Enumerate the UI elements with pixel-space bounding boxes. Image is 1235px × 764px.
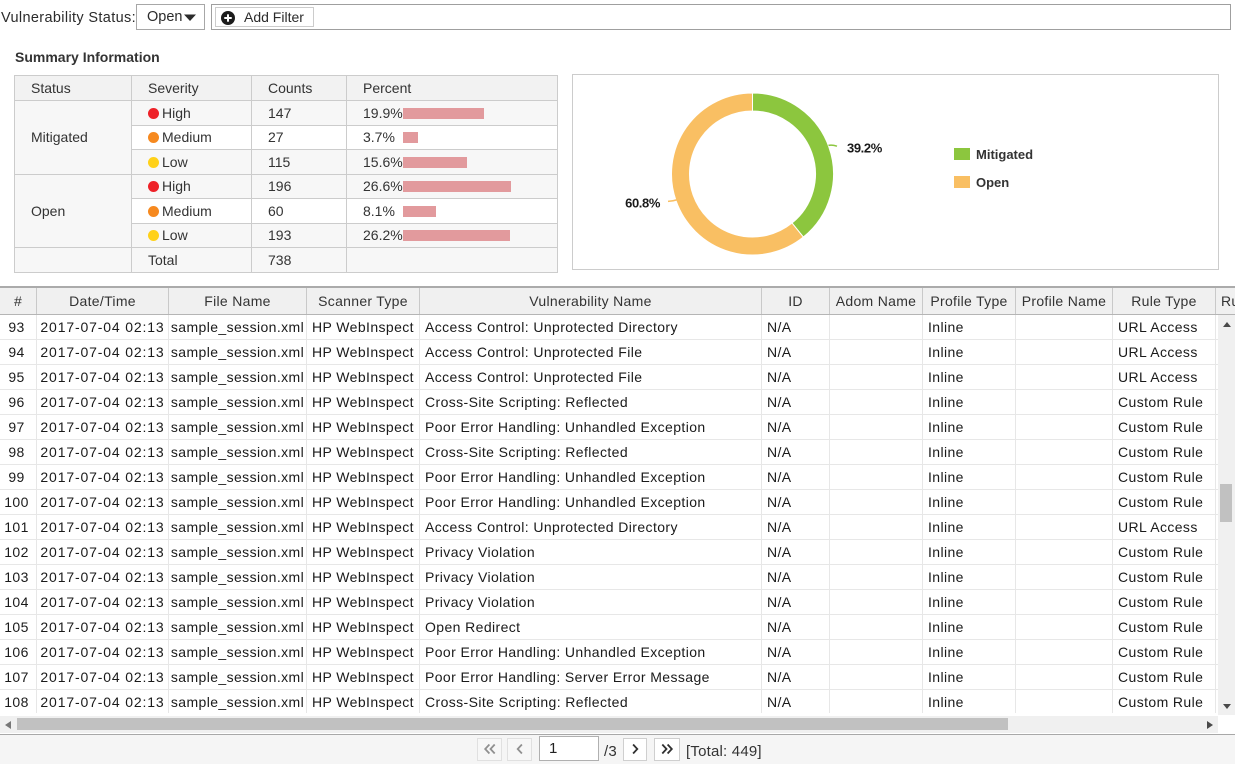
svg-text:39.2%: 39.2% bbox=[847, 141, 883, 156]
svg-text:60.8%: 60.8% bbox=[625, 196, 661, 211]
